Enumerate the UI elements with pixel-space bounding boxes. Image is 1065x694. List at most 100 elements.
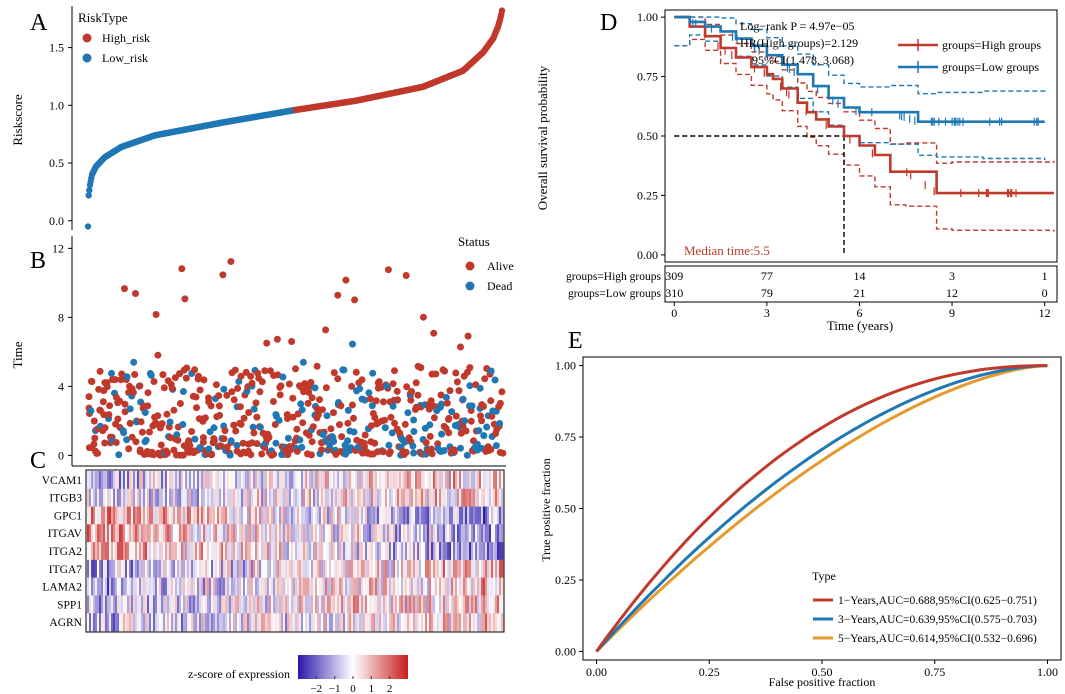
panel-b-point (250, 429, 258, 437)
panel-c-cell (329, 471, 332, 490)
panel-c-cell (203, 577, 206, 596)
panel-c-cell (177, 506, 180, 525)
panel-c-cell (265, 524, 268, 543)
panel-c-cell (329, 559, 332, 578)
panel-c-cell (367, 613, 370, 632)
panel-c-cell (129, 613, 132, 632)
panel-c-cell (105, 595, 108, 614)
panel-c-cell (95, 613, 98, 632)
panel-c-cell (323, 506, 326, 525)
panel-c-cell (241, 613, 244, 632)
panel-c-cell (479, 506, 482, 525)
panel-c-cell (335, 577, 338, 596)
panel-c-cell (283, 595, 286, 614)
panel-c-cell (445, 471, 448, 490)
panel-c-cell (125, 595, 128, 614)
panel-b-point (496, 420, 504, 427)
panel-c-cbar-tick-1: −1 (329, 683, 341, 694)
panel-c-cell (223, 613, 226, 632)
panel-c-cell (157, 524, 160, 543)
panel-c-cell (347, 577, 350, 596)
panel-c-cell (451, 524, 454, 543)
panel-c-cell (169, 613, 172, 632)
panel-c-cell (293, 577, 296, 596)
panel-c-cell (171, 595, 174, 614)
panel-c-cell (303, 595, 306, 614)
panel-e-curve-2 (595, 364, 1048, 653)
panel-c-cell (261, 471, 264, 490)
panel-c-cell (383, 524, 386, 543)
panel-c-cell (99, 488, 102, 507)
panel-c-cell (431, 577, 434, 596)
panel-c-cell (423, 471, 426, 490)
panel-b-point (115, 451, 123, 459)
panel-c-cell (269, 595, 272, 614)
panel-b-point (384, 266, 392, 274)
panel-c-cell (291, 595, 294, 614)
panel-c-cell (167, 542, 170, 561)
panel-c-cell (397, 524, 400, 543)
panel-c-cell (411, 542, 414, 561)
panel-c-cell (293, 613, 296, 632)
panel-c-cell (421, 506, 424, 525)
panel-c-cell (403, 613, 406, 632)
panel-c-gene-label-7: SPP1 (57, 599, 82, 611)
panel-b-point (408, 388, 416, 395)
panel-c-cell (469, 577, 472, 596)
panel-c-cell (405, 613, 408, 632)
panel-c-cell (331, 524, 334, 543)
panel-b-point (430, 329, 438, 337)
panel-c-cell (105, 577, 108, 596)
panel-c-cell (143, 471, 146, 490)
panel-c-cell (111, 577, 114, 596)
panel-c-heatmap (87, 471, 504, 632)
panel-c-gene-label-4: ITGA2 (49, 546, 82, 558)
panel-b-point (427, 397, 435, 405)
panel-c-cell (129, 595, 132, 614)
panel-c-cell (249, 524, 252, 543)
panel-c-cell (155, 559, 158, 578)
panel-c-cell (193, 595, 196, 614)
panel-c-cell (255, 488, 258, 507)
panel-c-cell (385, 524, 388, 543)
panel-b-point (487, 446, 495, 453)
panel-c-cell (261, 613, 264, 632)
panel-c-cell (207, 595, 210, 614)
panel-c-cell (263, 488, 266, 507)
panel-b-point (130, 358, 138, 366)
panel-c-cell (485, 471, 488, 490)
panel-c-cell (345, 506, 348, 525)
panel-c-cell (343, 506, 346, 525)
panel-c-cell (241, 471, 244, 490)
panel-c-cell (333, 595, 336, 614)
panel-c-cell (203, 488, 206, 507)
panel-b-point (407, 396, 415, 404)
panel-c-cell (129, 577, 132, 596)
panel-c-cell (379, 524, 382, 543)
panel-c-cell (213, 542, 216, 561)
panel-c-cell (419, 595, 422, 614)
panel-b-point (314, 411, 322, 419)
panel-c-cell (131, 577, 134, 596)
panel-c-cell (485, 559, 488, 578)
panel-c-cell (447, 524, 450, 543)
panel-c-cell (129, 488, 132, 507)
panel-c-cell (127, 488, 130, 507)
panel-c-cell (471, 613, 474, 632)
panel-b-point (90, 440, 98, 448)
panel-c-cell (155, 506, 158, 525)
panel-c-cell (147, 471, 150, 490)
panel-c-cell (321, 613, 324, 632)
panel-c-cell (381, 471, 384, 490)
panel-c-cell (389, 559, 392, 578)
panel-c-cell (223, 524, 226, 543)
panel-c-cell (271, 524, 274, 543)
panel-c-cell (165, 488, 168, 507)
panel-c-cell (475, 506, 478, 525)
panel-c-cell (107, 559, 110, 578)
panel-c-cell (259, 524, 262, 543)
panel-c-cell (249, 559, 252, 578)
panel-c-cell (203, 542, 206, 561)
panel-c-cell (287, 577, 290, 596)
panel-c-cell (191, 524, 194, 543)
